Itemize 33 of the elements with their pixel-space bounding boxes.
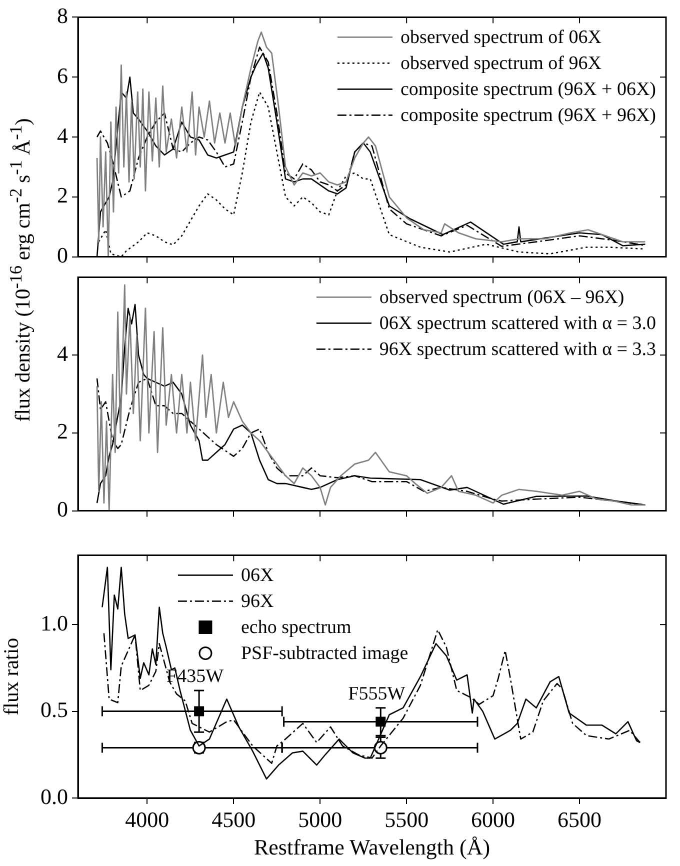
legend-label: echo spectrum — [240, 617, 352, 638]
x-tick-label: 5000 — [298, 806, 342, 832]
y-tick-label: 1.0 — [40, 610, 68, 636]
x-tick-label: 6500 — [558, 806, 602, 832]
point — [376, 716, 386, 727]
y-tick-label: 4 — [57, 122, 68, 148]
y-tick-label: 0 — [57, 496, 68, 522]
y-tick-label: 6 — [57, 62, 68, 88]
legend-label: composite spectrum (96X + 96X) — [400, 105, 656, 126]
legend-label: observed spectrum of 96X — [400, 53, 602, 74]
annotation: F555W — [348, 683, 406, 704]
x-tick-label: 4000 — [125, 806, 170, 832]
legend-label: PSF-subtracted image — [240, 643, 408, 664]
legend-label: 06X — [240, 565, 274, 586]
x-tick-label: 6000 — [471, 806, 516, 832]
y-tick-label: 0.0 — [40, 784, 68, 809]
legend-label: observed spectrum of 06X — [400, 27, 602, 48]
legend-label: 06X spectrum scattered with α = 3.0 — [379, 313, 656, 334]
legend-label: 96X spectrum scattered with α = 3.3 — [379, 339, 656, 360]
y-axis-title: flux ratio — [0, 638, 24, 716]
legend-label: 96X — [240, 591, 274, 612]
x-axis-title: Restframe Wavelength (Å) — [254, 834, 490, 860]
y-tick-label: 2 — [57, 182, 68, 208]
y-tick-label: 0.5 — [40, 697, 68, 722]
legend-label: composite spectrum (96X + 06X) — [400, 79, 656, 100]
x-tick-label: 4500 — [212, 806, 256, 832]
point — [194, 706, 204, 716]
y-tick-label: 0 — [57, 242, 68, 268]
legend-label: observed spectrum (06X – 96X) — [379, 287, 624, 308]
y-tick-label: 4 — [57, 340, 68, 366]
x-tick-label: 5500 — [384, 806, 429, 832]
y-tick-label: 2 — [57, 418, 68, 444]
y-tick-label: 8 — [57, 2, 68, 28]
